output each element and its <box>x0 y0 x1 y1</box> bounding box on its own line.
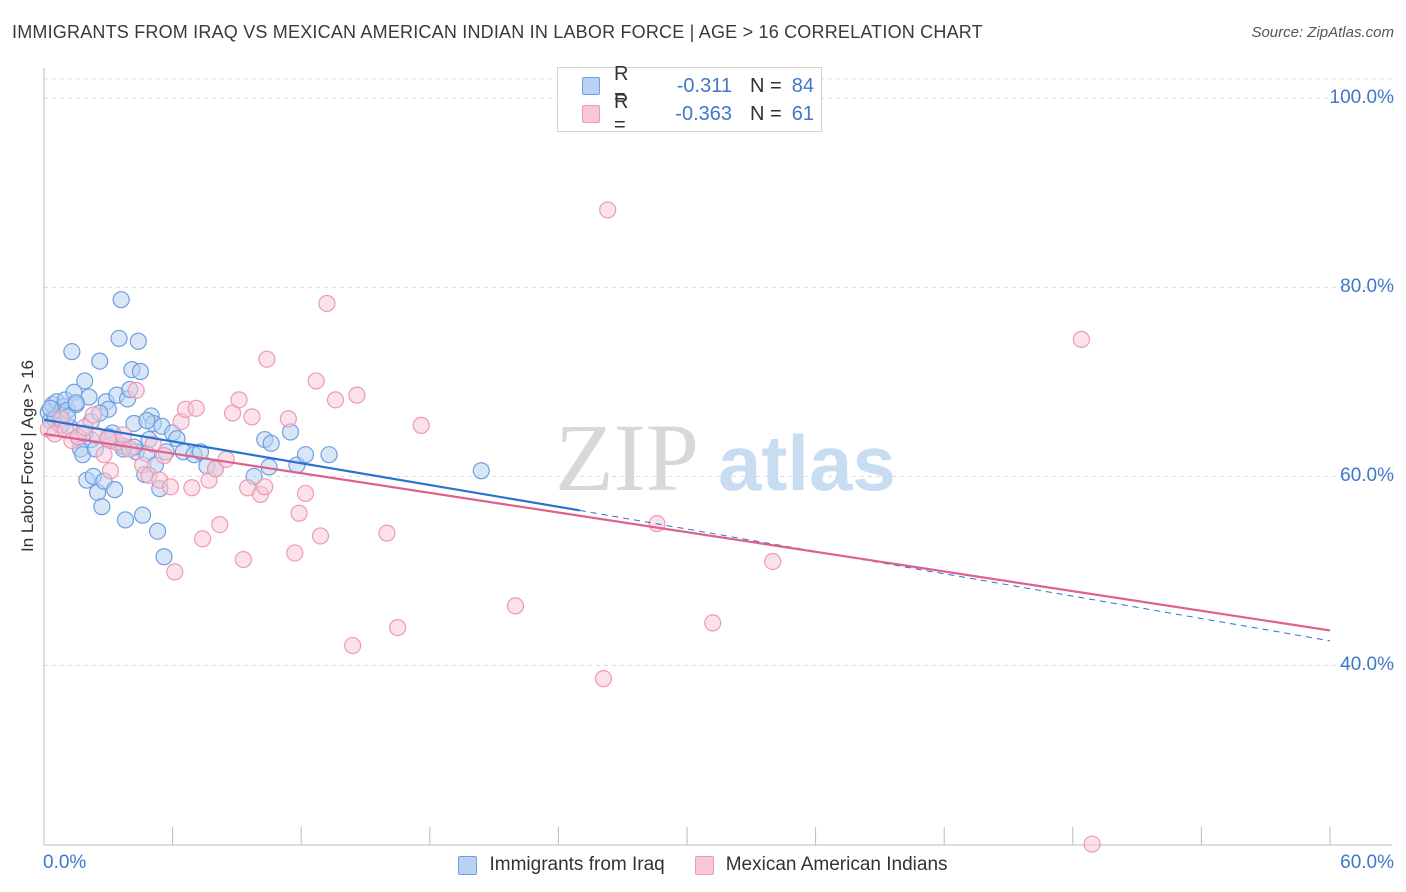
point-mexican-american-indian <box>183 479 201 497</box>
point-mexican-american-indian <box>599 201 617 219</box>
legend-r-label: R = <box>614 63 629 108</box>
legend-item-iraq[interactable]: Immigrants from Iraq <box>458 854 665 876</box>
point-mexican-american-indian <box>187 399 205 417</box>
point-iraq <box>155 548 173 566</box>
point-mexican-american-indian <box>594 670 613 688</box>
point-mexican-american-indian <box>127 381 145 399</box>
point-mexican-american-indian <box>243 408 261 426</box>
point-mexican-american-indian <box>378 524 396 542</box>
grid-lines <box>44 78 1392 666</box>
point-mexican-american-indian <box>412 416 430 434</box>
point-mexican-american-indian <box>258 350 276 368</box>
scatter-points <box>39 201 1101 853</box>
x-tick-label-max: 60.0% <box>1340 852 1394 873</box>
point-mexican-american-indian <box>307 372 325 390</box>
legend-n-value: 61 <box>791 102 814 125</box>
point-iraq <box>76 372 94 390</box>
point-mexican-american-indian <box>234 550 252 569</box>
point-iraq <box>296 446 315 464</box>
point-mexican-american-indian <box>764 552 782 571</box>
point-mexican-american-indian <box>296 484 315 503</box>
point-mexican-american-indian <box>286 544 304 562</box>
point-mexican-american-indian <box>217 450 235 468</box>
point-mexican-american-indian <box>311 527 330 545</box>
legend-row-iraq: R = -0.311 N = 84 <box>582 63 814 108</box>
trendline-mexican-american-indian <box>43 432 1331 632</box>
stats-legend: R = -0.311 N = 84 R = -0.363 N = 61 <box>557 63 822 136</box>
legend-r-label: R = <box>614 91 629 136</box>
axes <box>43 68 1392 846</box>
point-mexican-american-indian <box>230 391 248 409</box>
y-tick-label: 100.0% <box>1329 87 1394 109</box>
y-tick-label: 40.0% <box>1340 654 1394 676</box>
point-iraq <box>148 522 167 540</box>
point-iraq <box>110 329 128 348</box>
chart-title: IMMIGRANTS FROM IRAQ VS MEXICAN AMERICAN… <box>12 22 983 42</box>
point-mexican-american-indian <box>166 563 184 581</box>
point-mexican-american-indian <box>161 478 180 496</box>
point-mexican-american-indian <box>121 440 139 458</box>
legend-n-label: N = <box>750 74 782 97</box>
legend-label-mexican: Mexican American Indians <box>725 854 948 875</box>
point-mexican-american-indian <box>290 504 308 522</box>
point-mexican-american-indian <box>101 462 120 480</box>
watermark: ZIP atlas <box>555 404 896 511</box>
point-iraq <box>106 481 124 499</box>
trendline-iraq <box>579 509 1331 642</box>
point-mexican-american-indian <box>95 446 113 464</box>
point-mexican-american-indian <box>506 597 525 615</box>
point-mexican-american-indian <box>318 294 336 313</box>
point-iraq <box>91 352 109 370</box>
point-iraq <box>262 434 280 452</box>
point-iraq <box>472 462 490 480</box>
point-mexican-american-indian <box>194 530 212 548</box>
point-iraq <box>93 498 111 516</box>
legend-swatch-blue <box>582 77 600 95</box>
point-mexican-american-indian <box>1083 835 1101 853</box>
legend-r-value: -0.311 <box>676 74 732 97</box>
legend-r-value: -0.363 <box>675 102 732 125</box>
point-iraq <box>320 446 338 464</box>
point-mexican-american-indian <box>279 410 297 428</box>
point-mexican-american-indian <box>1072 330 1090 348</box>
x-tick-label-min: 0.0% <box>43 852 87 873</box>
legend-row-mexican: R = -0.363 N = 61 <box>582 91 814 136</box>
y-axis-label: In Labor Force | Age > 16 <box>18 359 37 553</box>
watermark-zip: ZIP <box>555 404 699 511</box>
point-mexican-american-indian <box>344 636 362 655</box>
point-mexican-american-indian <box>348 386 366 404</box>
watermark-atlas: atlas <box>718 419 896 507</box>
point-iraq <box>112 291 130 309</box>
point-mexican-american-indian <box>144 435 162 453</box>
trendline-iraq <box>43 418 581 512</box>
point-iraq <box>116 511 135 529</box>
legend-swatch-pink <box>582 105 600 123</box>
y-tick-label: 60.0% <box>1340 465 1394 487</box>
point-mexican-american-indian <box>211 516 229 534</box>
source-credit: Source: ZipAtlas.com <box>1251 24 1394 41</box>
legend-swatch-blue <box>458 855 478 875</box>
point-mexican-american-indian <box>256 478 274 496</box>
point-iraq <box>41 399 60 417</box>
trendlines <box>43 418 1331 642</box>
legend-n-label: N = <box>750 102 782 125</box>
point-iraq <box>129 332 147 350</box>
legend-label-iraq: Immigrants from Iraq <box>489 854 665 875</box>
point-iraq <box>67 394 85 412</box>
legend-item-mexican[interactable]: Mexican American Indians <box>694 854 948 876</box>
legend-swatch-pink <box>694 855 714 875</box>
point-mexican-american-indian <box>155 447 173 465</box>
point-iraq <box>131 362 150 381</box>
point-mexican-american-indian <box>389 619 407 637</box>
point-mexican-american-indian <box>704 614 722 632</box>
point-iraq <box>138 412 156 430</box>
point-iraq <box>63 343 81 361</box>
y-tick-label: 80.0% <box>1340 276 1394 298</box>
point-mexican-american-indian <box>326 391 345 409</box>
series-legend: Immigrants from Iraq Mexican American In… <box>0 852 1406 878</box>
point-iraq <box>133 506 152 524</box>
legend-n-value: 84 <box>791 74 814 97</box>
point-mexican-american-indian <box>84 406 102 424</box>
